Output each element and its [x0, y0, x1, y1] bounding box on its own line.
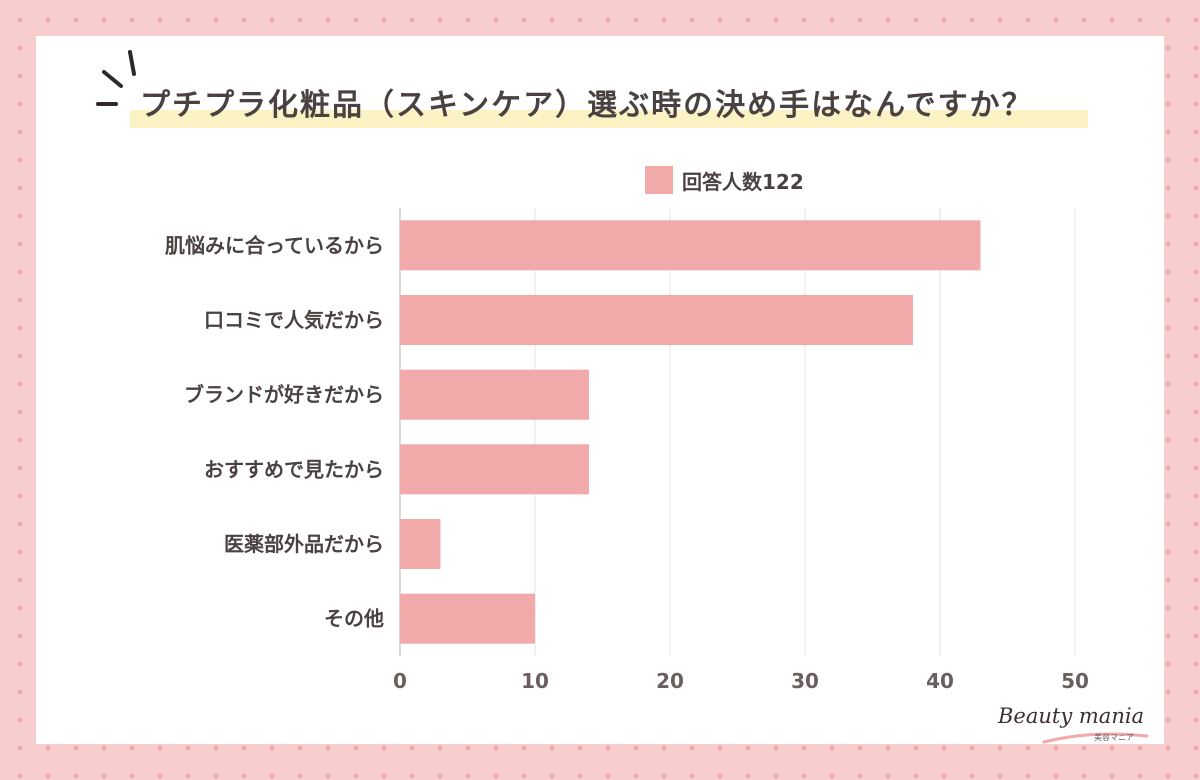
x-tick-label-50: 50: [1061, 669, 1089, 693]
bar-3: [400, 369, 589, 420]
category-label-3: ブランドが好きだから: [184, 383, 384, 407]
title-highlight: [130, 110, 1088, 128]
x-tick-label-20: 20: [656, 669, 684, 693]
category-label-1: 肌悩みに合っているから: [165, 233, 384, 257]
accent-lines-icon: [96, 50, 136, 106]
category-label-4: おすすめで見たから: [204, 457, 384, 481]
chart-title: プチプラ化粧品（スキンケア）選ぶ時の決め手はなんですか？: [140, 88, 1034, 123]
legend-label: 回答人数122: [682, 170, 804, 194]
bar-5: [400, 519, 441, 569]
brand-logo: Beauty mania 美容マニア: [998, 702, 1168, 752]
x-tick-label-30: 30: [791, 669, 819, 693]
chart-card: [36, 36, 1164, 744]
x-tick-label-40: 40: [926, 669, 954, 693]
x-tick-label-10: 10: [521, 669, 549, 693]
logo-subtext: 美容マニア: [1094, 733, 1134, 742]
title-area: プチプラ化粧品（スキンケア）選ぶ時の決め手はなんですか？: [0, 0, 1200, 150]
bar-2: [400, 295, 913, 345]
legend-swatch: [645, 166, 673, 194]
x-tick-label-0: 0: [393, 669, 407, 693]
logo-text: Beauty mania: [998, 704, 1145, 728]
category-label-6: その他: [324, 607, 384, 631]
category-label-5: 医薬部外品だから: [224, 532, 384, 556]
bar-4: [400, 444, 589, 495]
bar-6: [400, 593, 535, 644]
category-label-2: 口コミで人気だから: [204, 308, 384, 332]
logo-swoosh-icon: [1042, 732, 1149, 744]
bar-1: [400, 220, 981, 271]
